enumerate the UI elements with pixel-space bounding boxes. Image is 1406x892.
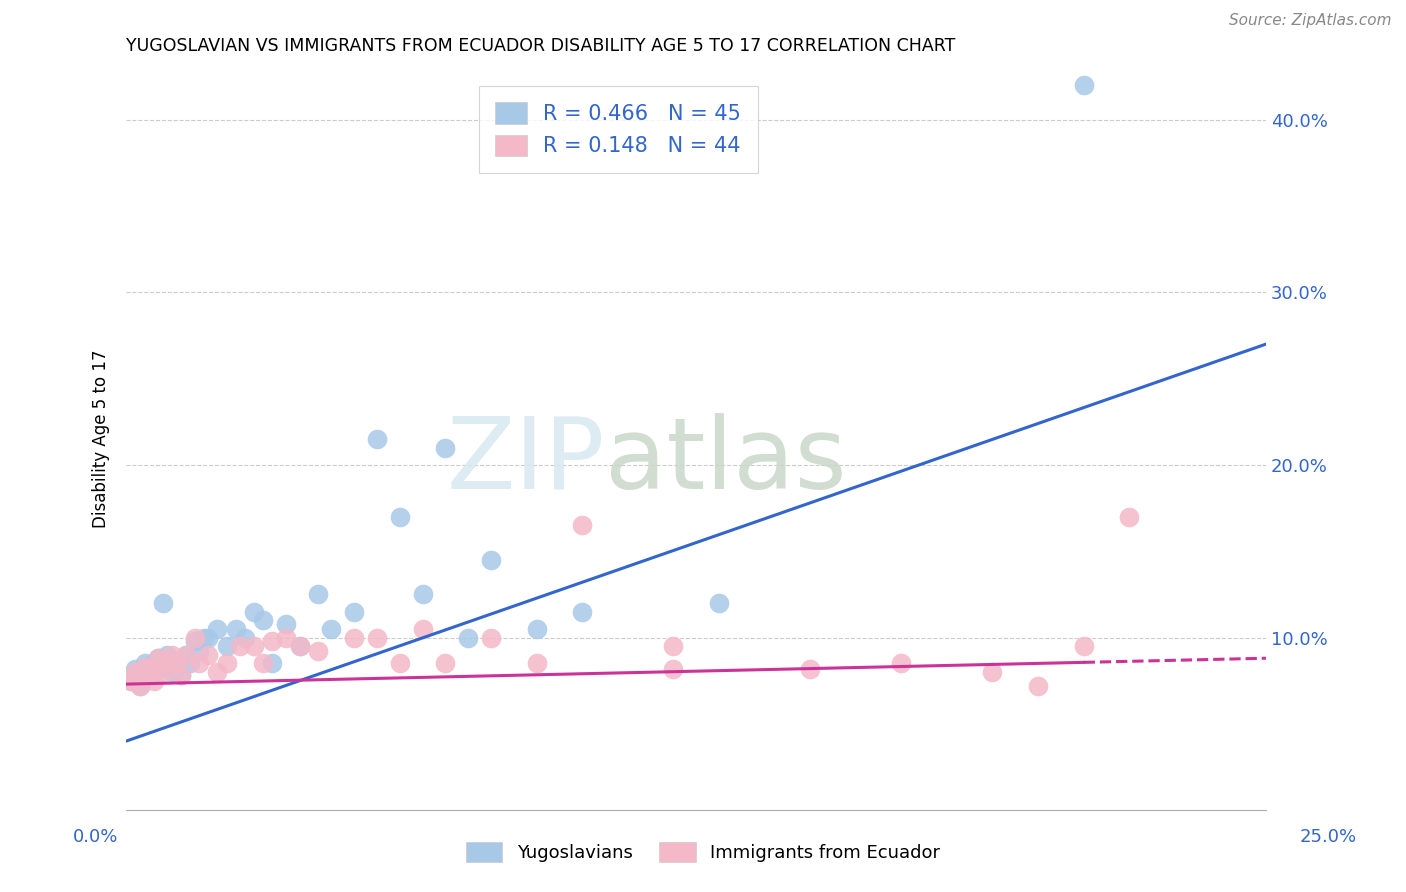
Point bbox=[138, 668, 160, 682]
Point bbox=[215, 639, 238, 653]
Point bbox=[262, 634, 284, 648]
Point bbox=[207, 665, 229, 679]
Point bbox=[225, 622, 247, 636]
Point bbox=[183, 634, 205, 648]
Point bbox=[262, 657, 284, 671]
Point bbox=[124, 662, 146, 676]
Point bbox=[129, 668, 152, 682]
Point bbox=[174, 648, 197, 662]
Point bbox=[156, 657, 179, 671]
Point bbox=[138, 662, 160, 676]
Point bbox=[197, 631, 219, 645]
Point bbox=[890, 657, 912, 671]
Point bbox=[288, 639, 311, 653]
Legend: Yugoslavians, Immigrants from Ecuador: Yugoslavians, Immigrants from Ecuador bbox=[458, 834, 948, 870]
Point bbox=[129, 668, 152, 682]
Text: 0.0%: 0.0% bbox=[73, 828, 118, 846]
Point bbox=[215, 657, 238, 671]
Point bbox=[165, 657, 187, 671]
Point bbox=[366, 631, 388, 645]
Point bbox=[142, 665, 165, 679]
Point bbox=[152, 596, 174, 610]
Point bbox=[388, 509, 411, 524]
Text: atlas: atlas bbox=[605, 413, 846, 510]
Point bbox=[134, 665, 156, 679]
Point bbox=[321, 622, 343, 636]
Point bbox=[134, 660, 156, 674]
Point bbox=[138, 668, 160, 682]
Point bbox=[434, 657, 457, 671]
Point bbox=[233, 631, 256, 645]
Point bbox=[142, 673, 165, 688]
Point bbox=[120, 673, 142, 688]
Point bbox=[1118, 509, 1140, 524]
Point bbox=[288, 639, 311, 653]
Point bbox=[193, 631, 215, 645]
Text: 25.0%: 25.0% bbox=[1301, 828, 1357, 846]
Point bbox=[274, 631, 297, 645]
Point bbox=[183, 631, 205, 645]
Point bbox=[129, 679, 152, 693]
Point bbox=[124, 665, 146, 679]
Point bbox=[243, 605, 266, 619]
Point bbox=[526, 657, 548, 671]
Point bbox=[160, 665, 183, 679]
Legend: R = 0.466   N = 45, R = 0.148   N = 44: R = 0.466 N = 45, R = 0.148 N = 44 bbox=[478, 86, 758, 173]
Text: YUGOSLAVIAN VS IMMIGRANTS FROM ECUADOR DISABILITY AGE 5 TO 17 CORRELATION CHART: YUGOSLAVIAN VS IMMIGRANTS FROM ECUADOR D… bbox=[127, 37, 956, 55]
Point bbox=[307, 644, 329, 658]
Point bbox=[165, 662, 187, 676]
Point bbox=[571, 518, 593, 533]
Text: ZIP: ZIP bbox=[447, 413, 605, 510]
Point bbox=[152, 660, 174, 674]
Text: Source: ZipAtlas.com: Source: ZipAtlas.com bbox=[1229, 13, 1392, 29]
Point bbox=[662, 639, 685, 653]
Point bbox=[148, 651, 170, 665]
Point bbox=[134, 657, 156, 671]
Point bbox=[179, 657, 201, 671]
Point bbox=[207, 622, 229, 636]
Point bbox=[571, 605, 593, 619]
Point bbox=[156, 648, 179, 662]
Point bbox=[1073, 639, 1095, 653]
Y-axis label: Disability Age 5 to 17: Disability Age 5 to 17 bbox=[93, 350, 110, 528]
Point bbox=[707, 596, 730, 610]
Point bbox=[479, 631, 502, 645]
Point bbox=[981, 665, 1004, 679]
Point bbox=[188, 644, 211, 658]
Point bbox=[1026, 679, 1049, 693]
Point bbox=[252, 657, 274, 671]
Point bbox=[252, 613, 274, 627]
Point bbox=[412, 587, 434, 601]
Point bbox=[799, 662, 821, 676]
Point bbox=[526, 622, 548, 636]
Point bbox=[412, 622, 434, 636]
Point bbox=[170, 668, 193, 682]
Point bbox=[170, 668, 193, 682]
Point bbox=[388, 657, 411, 671]
Point bbox=[457, 631, 479, 645]
Point bbox=[120, 673, 142, 688]
Point bbox=[343, 631, 366, 645]
Point bbox=[307, 587, 329, 601]
Point bbox=[479, 553, 502, 567]
Point bbox=[160, 648, 183, 662]
Point bbox=[174, 648, 197, 662]
Point bbox=[138, 662, 160, 676]
Point bbox=[152, 657, 174, 671]
Point bbox=[188, 657, 211, 671]
Point bbox=[434, 441, 457, 455]
Point bbox=[148, 651, 170, 665]
Point bbox=[1073, 78, 1095, 93]
Point bbox=[662, 662, 685, 676]
Point bbox=[243, 639, 266, 653]
Point bbox=[152, 665, 174, 679]
Point bbox=[366, 432, 388, 446]
Point bbox=[142, 657, 165, 671]
Point bbox=[274, 616, 297, 631]
Point bbox=[197, 648, 219, 662]
Point bbox=[129, 679, 152, 693]
Point bbox=[343, 605, 366, 619]
Point bbox=[229, 639, 252, 653]
